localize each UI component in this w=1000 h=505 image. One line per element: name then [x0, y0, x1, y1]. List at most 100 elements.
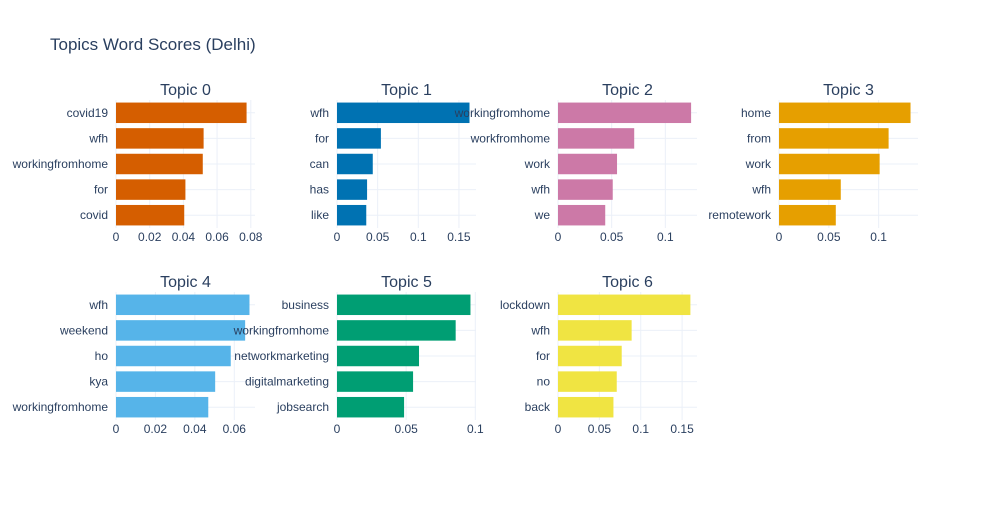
- category-label: for: [315, 131, 329, 145]
- x-tick-label: 0: [555, 230, 562, 244]
- subplot-topic-2: Topic 2 workingfromhome workfromhome work wf…: [454, 82, 697, 244]
- category-label: lockdown: [500, 298, 550, 312]
- x-tick-label: 0.05: [394, 422, 418, 436]
- bar: [116, 396, 209, 418]
- subplot-title: Topic 0: [160, 82, 211, 99]
- bar: [116, 345, 231, 367]
- category-label: home: [741, 106, 771, 120]
- category-label: wfh: [88, 298, 108, 312]
- subplot-topic-6: Topic 6 lockdown wfh for no back 0 0.05 0.1 0.15: [500, 274, 697, 436]
- bar: [116, 153, 203, 175]
- bar: [558, 320, 632, 341]
- x-tick-label: 0.08: [239, 230, 263, 244]
- category-label: work: [524, 157, 551, 171]
- subplot-title: Topic 1: [381, 82, 432, 99]
- category-label: digitalmarketing: [245, 375, 329, 389]
- category-label: wfh: [530, 183, 550, 197]
- category-label: back: [525, 400, 551, 414]
- subplot-topic-0: Topic 0 covid19 wfh workingfromhome for covid…: [12, 82, 263, 244]
- category-label: no: [537, 375, 551, 389]
- bar: [337, 345, 420, 367]
- bar: [779, 204, 836, 226]
- subplot-title: Topic 3: [823, 82, 874, 99]
- category-label: kya: [89, 375, 108, 389]
- x-tick-label: 0.15: [670, 422, 694, 436]
- bar: [779, 153, 880, 175]
- category-label: workingfromhome: [454, 106, 551, 120]
- x-tick-label: 0.06: [205, 230, 229, 244]
- category-label: covid19: [67, 106, 109, 120]
- x-tick-label: 0.06: [223, 422, 247, 436]
- x-tick-label: 0: [555, 422, 562, 436]
- bar: [116, 102, 247, 124]
- x-tick-label: 0: [113, 230, 120, 244]
- category-label: business: [282, 298, 329, 312]
- bar: [558, 371, 617, 392]
- x-tick-label: 0.1: [410, 230, 427, 244]
- x-tick-label: 0.04: [172, 230, 196, 244]
- category-label: workingfromhome: [12, 157, 109, 171]
- x-tick-label: 0.1: [870, 230, 887, 244]
- bar: [558, 294, 691, 316]
- bar: [779, 128, 889, 149]
- x-tick-label: 0.1: [632, 422, 649, 436]
- category-label: has: [310, 183, 329, 197]
- category-label: remotework: [708, 208, 772, 222]
- bar: [116, 179, 186, 200]
- subplot-panels: Topic 0 covid19 wfh workingfromhome for covid…: [12, 82, 918, 436]
- category-label: workingfromhome: [12, 400, 109, 414]
- bar: [779, 102, 911, 124]
- chart-title: Topics Word Scores (Delhi): [50, 35, 256, 54]
- bar: [558, 179, 613, 200]
- x-tick-label: 0.04: [183, 422, 207, 436]
- bar: [558, 396, 614, 418]
- subplot-title: Topic 5: [381, 274, 432, 291]
- bar: [116, 204, 185, 226]
- bar: [558, 345, 622, 367]
- x-tick-label: 0: [113, 422, 120, 436]
- x-tick-label: 0.05: [366, 230, 390, 244]
- bar: [337, 102, 470, 124]
- category-label: jobsearch: [276, 400, 329, 414]
- category-label: wfh: [309, 106, 329, 120]
- bar: [337, 179, 368, 200]
- bar: [116, 371, 216, 392]
- bar: [558, 153, 618, 175]
- bar: [558, 102, 692, 124]
- bar: [558, 204, 606, 226]
- category-label: weekend: [59, 323, 108, 337]
- x-tick-label: 0: [776, 230, 783, 244]
- x-tick-label: 0.02: [138, 230, 162, 244]
- x-tick-label: 0.1: [467, 422, 484, 436]
- subplot-topic-5: Topic 5 business workingfromhome networkmar…: [233, 274, 484, 436]
- category-label: ho: [95, 349, 109, 363]
- subplot-topic-4: Topic 4 wfh weekend ho kya workingfromhome 0 0.…: [12, 274, 255, 436]
- category-label: wfh: [751, 183, 771, 197]
- x-tick-label: 0.05: [600, 230, 624, 244]
- bar: [337, 320, 456, 341]
- subplot-topic-1: Topic 1 wfh for can has like 0 0.05 0.1 0.15: [309, 82, 476, 244]
- category-label: networkmarketing: [234, 349, 329, 363]
- bar: [779, 179, 841, 200]
- category-label: covid: [80, 208, 108, 222]
- subplot-topic-3: Topic 3 home from work wfh remotework 0 0.05 0.1: [708, 82, 918, 244]
- category-label: workingfromhome: [233, 323, 330, 337]
- category-label: from: [747, 131, 771, 145]
- category-label: can: [310, 157, 329, 171]
- category-label: for: [94, 183, 108, 197]
- x-tick-label: 0.05: [817, 230, 841, 244]
- subplot-title: Topic 4: [160, 274, 211, 291]
- x-tick-label: 0.05: [588, 422, 612, 436]
- bar: [337, 396, 405, 418]
- x-tick-label: 0: [334, 230, 341, 244]
- subplot-title: Topic 6: [602, 274, 653, 291]
- bar: [116, 128, 204, 149]
- category-label: work: [745, 157, 772, 171]
- category-label: workfromhome: [470, 131, 551, 145]
- category-label: wfh: [88, 131, 108, 145]
- x-tick-label: 0.1: [657, 230, 674, 244]
- x-tick-label: 0.15: [447, 230, 471, 244]
- subplot-title: Topic 2: [602, 82, 653, 99]
